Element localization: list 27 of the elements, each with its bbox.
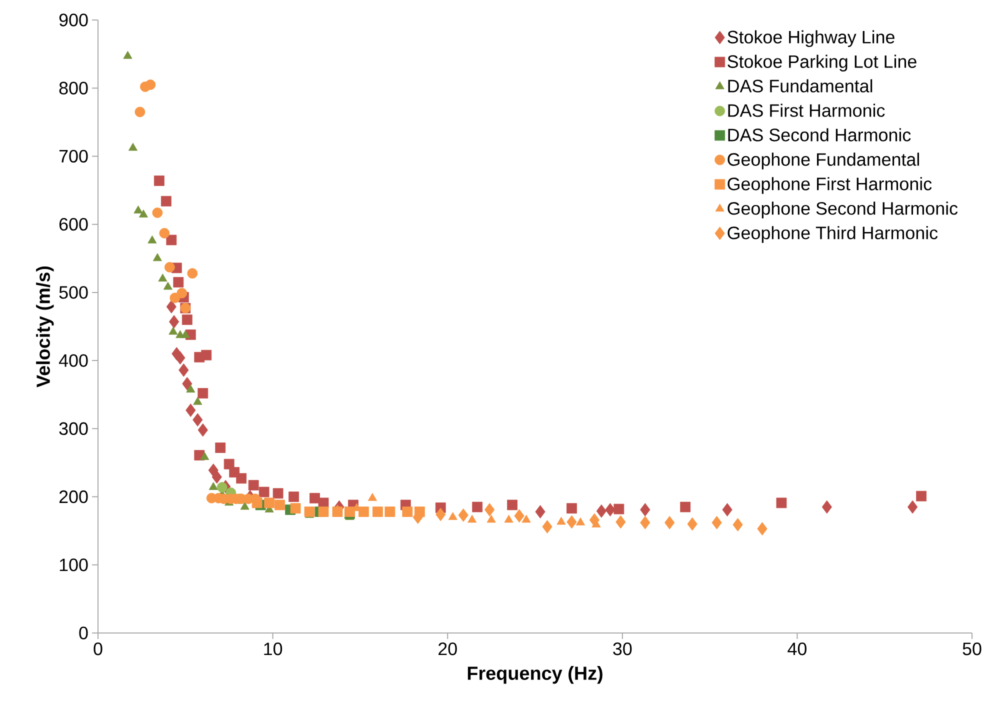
x-tick-label: 10: [264, 642, 282, 656]
legend-label: DAS Second Harmonic: [728, 128, 911, 142]
y-tick-label: 800: [59, 82, 88, 94]
x-axis-title: Frequency (Hz): [468, 666, 602, 684]
y-tick-label: 700: [59, 150, 88, 163]
y-tick-label: 0: [79, 626, 88, 640]
y-tick-label: 400: [58, 354, 88, 367]
y-axis-title: Velocity (m/s): [36, 266, 54, 388]
legend-label: Geophone Third Harmonic: [728, 226, 938, 243]
y-tick-label: 500: [59, 286, 88, 299]
y-tick-label: 200: [59, 490, 88, 504]
legend-label: Geophone Fundamental: [728, 152, 919, 170]
legend-label: DAS Fundamental: [728, 79, 872, 92]
legend-label: DAS First Harmonic: [728, 104, 885, 117]
x-tick-label: 30: [613, 642, 632, 656]
y-tick-label: 300: [59, 422, 88, 436]
x-tick-label: 0: [94, 642, 102, 656]
x-tick-label: 50: [962, 642, 982, 656]
x-tick-label: 20: [438, 642, 457, 656]
legend-label: Stokoe Parking Lot Line: [728, 54, 916, 72]
y-tick-label: 900: [59, 14, 88, 26]
legend-label: Geophone First Harmonic: [728, 177, 932, 194]
x-tick-label: 40: [788, 642, 806, 656]
y-tick-label: 100: [60, 558, 88, 572]
legend-label: Stokoe Highway Line: [728, 30, 894, 48]
y-tick-label: 600: [59, 218, 88, 231]
legend-label: Geophone Second Harmonic: [728, 202, 958, 218]
